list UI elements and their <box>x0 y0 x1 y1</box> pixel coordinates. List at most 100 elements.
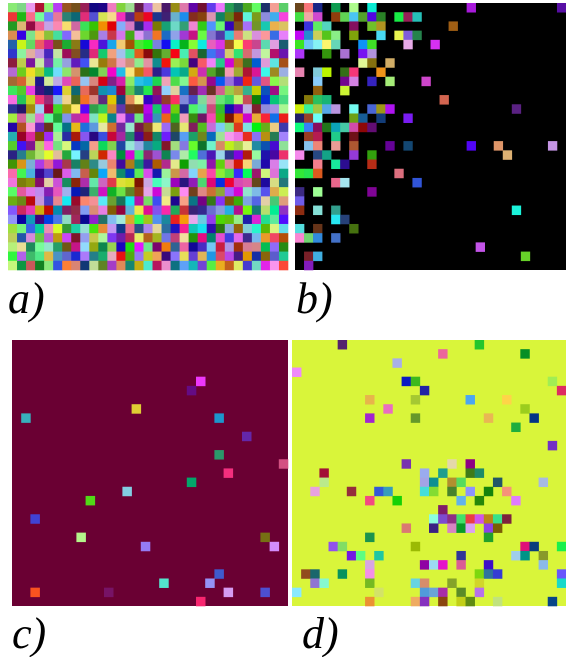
pixel <box>53 260 63 271</box>
pixel <box>206 150 217 160</box>
pixel <box>44 49 54 59</box>
pixel <box>62 104 72 114</box>
pixel <box>8 85 18 96</box>
pixel <box>89 223 99 234</box>
pixel <box>206 187 217 197</box>
pixel <box>331 122 341 133</box>
pixel <box>278 177 289 188</box>
pixel <box>260 113 271 123</box>
pixel <box>278 76 289 87</box>
pixel <box>278 58 289 68</box>
pixel <box>89 95 99 105</box>
pixel <box>465 395 475 405</box>
pixel <box>152 85 162 96</box>
pixel <box>143 104 153 114</box>
pixel <box>269 39 280 50</box>
pixel <box>197 196 208 206</box>
pixel <box>206 214 217 225</box>
pixel <box>161 58 171 68</box>
pixel <box>260 12 271 22</box>
pixel <box>295 150 305 160</box>
pixel <box>170 150 180 160</box>
pixel <box>358 122 368 133</box>
pixel <box>313 187 323 197</box>
pixel <box>62 67 72 77</box>
pixel <box>269 104 280 114</box>
pixel <box>304 3 314 13</box>
pixel <box>215 242 226 252</box>
pixel <box>456 587 466 598</box>
pixel <box>331 177 341 188</box>
pixel <box>53 39 63 50</box>
pixel <box>179 3 189 13</box>
pixel <box>134 76 144 87</box>
pixel <box>8 168 18 179</box>
pixel <box>304 95 314 105</box>
pixel <box>233 233 244 243</box>
pixel <box>269 122 280 133</box>
pixel <box>197 30 208 41</box>
pixel <box>80 141 90 151</box>
pixel <box>511 495 521 506</box>
pixel <box>62 39 72 50</box>
pixel <box>80 242 90 252</box>
pixel <box>385 141 395 151</box>
pixel <box>269 251 280 262</box>
pixel <box>188 58 198 68</box>
pixel <box>251 30 262 41</box>
pixel <box>26 39 36 50</box>
pixel <box>125 85 135 96</box>
pixel <box>278 12 289 22</box>
pixel <box>233 58 244 68</box>
pixel <box>17 159 27 170</box>
pixel <box>8 67 18 77</box>
pixel <box>269 141 280 151</box>
pixel <box>251 104 262 114</box>
pixel <box>8 58 18 68</box>
pixel <box>456 596 466 607</box>
pixel <box>260 251 271 262</box>
pixel <box>44 177 54 188</box>
pixel <box>53 177 63 188</box>
pixel <box>215 49 226 59</box>
pixel <box>143 58 153 68</box>
pixel <box>419 468 430 478</box>
pixel <box>161 196 171 206</box>
pixel <box>62 223 72 234</box>
pixel <box>215 39 226 50</box>
pixel <box>251 168 262 179</box>
pixel <box>179 260 189 271</box>
pixel <box>438 596 448 607</box>
pixel <box>278 39 289 50</box>
pixel <box>429 587 439 598</box>
pixel <box>224 196 235 206</box>
pixel <box>134 39 144 50</box>
pixel <box>197 21 208 31</box>
pixel <box>438 587 448 598</box>
pixel <box>26 3 36 13</box>
pixel <box>215 95 226 105</box>
pixel <box>152 76 162 87</box>
pixel <box>313 122 323 133</box>
pixel <box>392 495 402 506</box>
pixel <box>62 242 72 252</box>
pixel <box>233 76 244 87</box>
pixel <box>98 242 108 252</box>
pixel <box>89 242 99 252</box>
pixel <box>215 85 226 96</box>
pixel <box>278 122 289 133</box>
pixel <box>116 67 126 77</box>
pixel <box>161 85 171 96</box>
pixel <box>251 260 262 271</box>
pixel <box>35 67 45 77</box>
pixel <box>313 21 323 31</box>
pixel <box>152 159 162 170</box>
pixel <box>143 177 153 188</box>
pixel <box>152 177 162 188</box>
pixel <box>71 49 81 59</box>
pixel <box>8 95 18 105</box>
pixel <box>529 541 539 552</box>
pixel <box>53 21 63 31</box>
pixel <box>8 113 18 123</box>
pixel <box>474 578 485 588</box>
